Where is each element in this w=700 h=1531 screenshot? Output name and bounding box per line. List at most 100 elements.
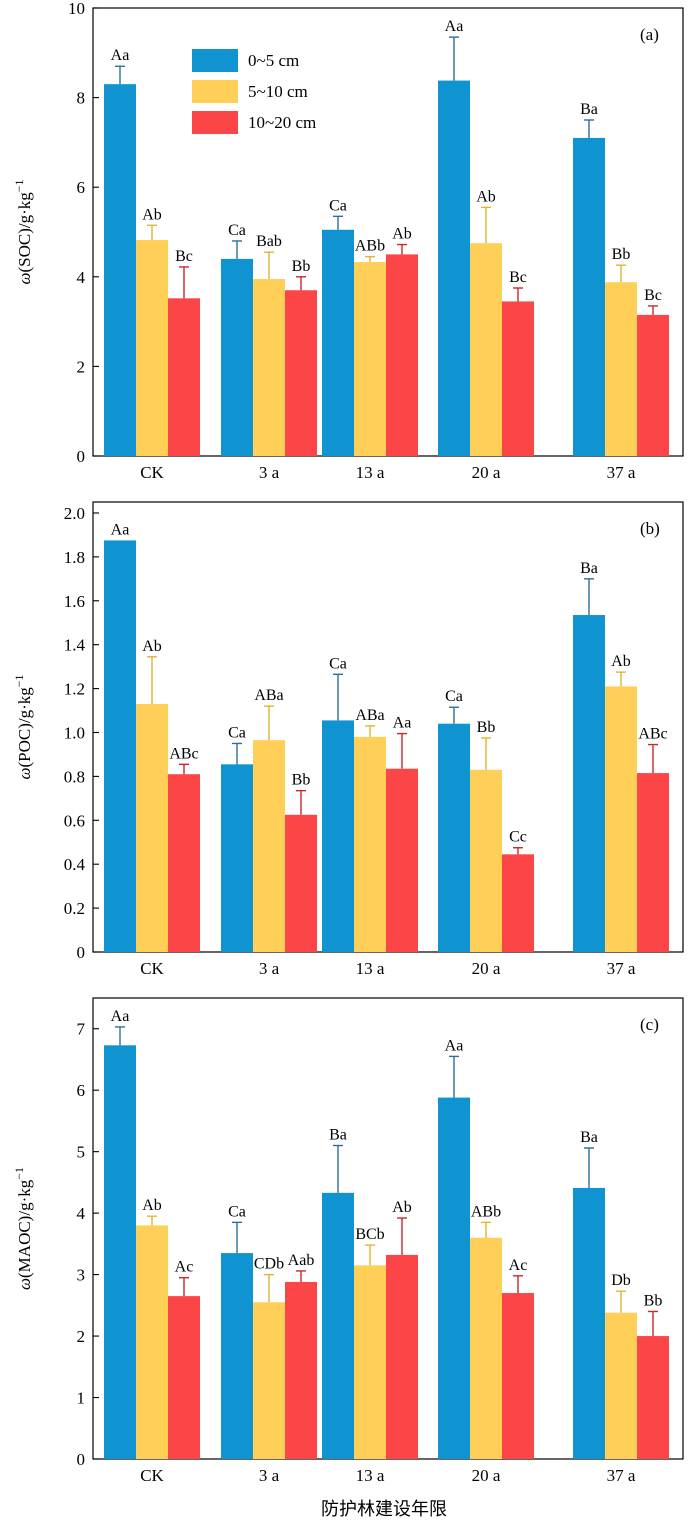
- chart-panel-1: 0 2 4 6 8 10 CK 3 a 13 a 20 a 37 a Aa Ca Ca Aa Ba Ab Bab A…: [12, 0, 684, 482]
- bar: [605, 1312, 637, 1459]
- x-tick-label: 37 a: [607, 1466, 636, 1485]
- bar: [438, 723, 470, 952]
- bar: [221, 1253, 253, 1459]
- chart-panel-3: 0 1 2 3 4 5 6 7 CK 3 a 13 a 20 a 37 a Aa Ca Ba Aa Ba Ab CDb…: [12, 997, 684, 1485]
- y-tick-label: 4: [77, 268, 86, 287]
- bar: [605, 282, 637, 456]
- significance-label: Ab: [142, 1197, 162, 1214]
- bar: [285, 814, 317, 952]
- x-tick-label: 20 a: [472, 959, 501, 978]
- bar: [637, 1336, 669, 1459]
- significance-label: Ab: [142, 206, 162, 223]
- x-tick-label: 3 a: [259, 959, 280, 978]
- significance-label: Bb: [292, 772, 311, 789]
- bar: [221, 258, 253, 456]
- y-axis-title: ω(SOC)/g·kg−1: [12, 179, 34, 284]
- significance-label: Ca: [228, 724, 246, 741]
- significance-label: Bb: [644, 1292, 663, 1309]
- legend-label: 5~10 cm: [248, 82, 308, 101]
- y-tick-label: 2.0: [64, 504, 85, 523]
- bar: [470, 1237, 502, 1459]
- bar: [253, 279, 285, 456]
- x-tick-label: 3 a: [259, 463, 280, 482]
- significance-label: ABc: [169, 745, 198, 762]
- bar: [502, 301, 534, 456]
- legend: 0~5 cm 5~10 cm 10~20 cm: [192, 49, 316, 134]
- bar: [136, 1225, 168, 1459]
- bar: [573, 615, 605, 952]
- significance-label: ABb: [471, 1203, 501, 1220]
- significance-label: Ab: [611, 653, 631, 670]
- y-tick-label: 0.8: [64, 767, 85, 786]
- x-tick-label: 13 a: [356, 1466, 385, 1485]
- y-tick-label: 0.2: [64, 899, 85, 918]
- bar: [573, 137, 605, 457]
- y-tick-label: 6: [77, 178, 86, 197]
- significance-label: Ba: [580, 560, 598, 577]
- bar: [221, 764, 253, 952]
- bar: [285, 290, 317, 456]
- x-tick-label: CK: [140, 1466, 164, 1485]
- significance-label: Aa: [111, 47, 130, 64]
- bar: [354, 736, 386, 952]
- bar: [438, 1097, 470, 1459]
- bar: [386, 1254, 418, 1459]
- significance-label: Aab: [288, 1252, 315, 1269]
- significance-label: CDb: [254, 1256, 284, 1273]
- y-tick-label: 4: [77, 1204, 86, 1223]
- y-tick-label: 2: [77, 357, 86, 376]
- y-axis-title: ω(MAOC)/g·kg−1: [12, 1167, 34, 1290]
- bar: [605, 686, 637, 952]
- significance-label: Bc: [509, 269, 527, 286]
- bar: [253, 740, 285, 952]
- bar: [637, 773, 669, 952]
- x-tick-label: CK: [140, 959, 164, 978]
- bar: [285, 1281, 317, 1459]
- bar: [470, 769, 502, 952]
- x-tick-label: 20 a: [472, 463, 501, 482]
- bar: [136, 240, 168, 456]
- y-tick-label: 0.4: [64, 855, 86, 874]
- y-tick-label: 0: [77, 1450, 86, 1469]
- bar: [168, 774, 200, 952]
- y-tick-label: 0: [77, 943, 86, 962]
- bar: [502, 1293, 534, 1459]
- bar: [502, 854, 534, 952]
- significance-label: Aa: [111, 1008, 130, 1025]
- bar: [354, 1265, 386, 1459]
- bar: [354, 262, 386, 456]
- significance-label: Bb: [477, 719, 496, 736]
- panel-tag: (b): [640, 519, 660, 538]
- x-tick-label: 37 a: [607, 463, 636, 482]
- y-tick-label: 1.0: [64, 723, 85, 742]
- significance-label: Db: [611, 1272, 631, 1289]
- significance-label: BCb: [355, 1226, 384, 1243]
- y-tick-label: 6: [77, 1081, 86, 1100]
- significance-label: Ab: [392, 226, 412, 243]
- significance-label: Aa: [445, 1037, 464, 1054]
- significance-label: Ab: [142, 638, 162, 655]
- significance-label: Ca: [228, 1203, 246, 1220]
- significance-label: Bab: [256, 233, 282, 250]
- bar: [470, 243, 502, 456]
- panel-tag: (c): [640, 1015, 659, 1034]
- bar: [104, 540, 136, 952]
- significance-label: Ab: [476, 188, 496, 205]
- legend-swatch: [192, 111, 238, 134]
- significance-label: Bb: [612, 246, 631, 263]
- legend-swatch: [192, 80, 238, 103]
- significance-label: Bc: [644, 287, 662, 304]
- y-axis-title: ω(POC)/g·kg−1: [12, 674, 34, 779]
- chart-panel-2: 0 0.2 0.4 0.6 0.8 1.0 1.2 1.4 1.6 1.8 2.0 CK 3 a 13 a…: [12, 501, 684, 978]
- bar: [386, 254, 418, 456]
- significance-label: Bb: [292, 258, 311, 275]
- y-tick-label: 2: [77, 1327, 86, 1346]
- bar: [322, 720, 354, 952]
- bar: [168, 1296, 200, 1459]
- y-tick-label: 8: [77, 89, 86, 108]
- bar: [386, 768, 418, 952]
- x-tick-label: 3 a: [259, 1466, 280, 1485]
- legend-swatch: [192, 49, 238, 72]
- y-tick-label: 3: [77, 1266, 86, 1285]
- bar: [438, 80, 470, 457]
